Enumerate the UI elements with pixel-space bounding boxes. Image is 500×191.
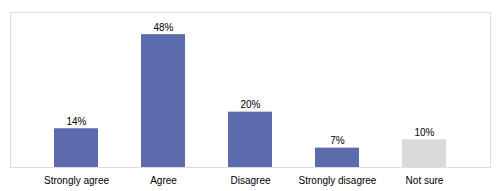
svg-text:10%: 10%	[414, 127, 434, 138]
svg-text:Disagree: Disagree	[230, 175, 270, 186]
svg-text:Strongly disagree: Strongly disagree	[299, 175, 377, 186]
svg-text:14%: 14%	[66, 116, 86, 127]
svg-text:7%: 7%	[330, 135, 345, 146]
svg-text:48%: 48%	[153, 22, 173, 33]
svg-text:Not sure: Not sure	[406, 175, 444, 186]
svg-text:Agree: Agree	[150, 175, 177, 186]
svg-text:Strongly agree: Strongly agree	[44, 175, 109, 186]
svg-text:20%: 20%	[240, 99, 260, 110]
